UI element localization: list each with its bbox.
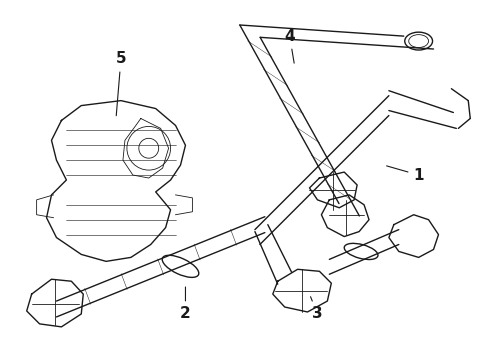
Text: 4: 4 <box>284 28 295 63</box>
Text: 1: 1 <box>387 166 424 183</box>
Text: 3: 3 <box>311 297 323 321</box>
Text: 2: 2 <box>180 287 191 321</box>
Text: 5: 5 <box>116 51 126 116</box>
